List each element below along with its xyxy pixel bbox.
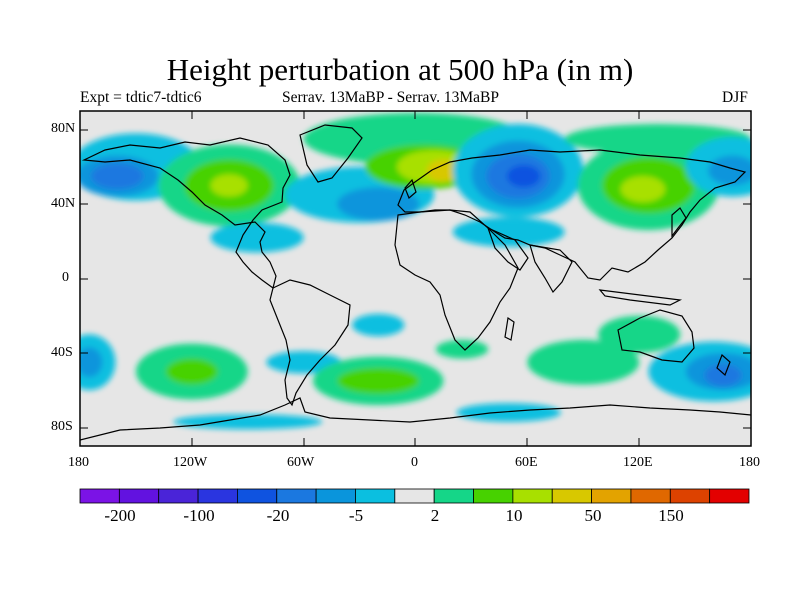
- india-outline: [529, 244, 573, 294]
- positive-anomaly-contour: [337, 367, 420, 394]
- colorbar-label: 50: [584, 506, 602, 525]
- colorbar-swatch: [355, 488, 396, 504]
- colorbar-label: -5: [348, 506, 364, 525]
- lon-tick-180w: 180: [68, 455, 89, 470]
- colorbar-swatch: [197, 488, 238, 504]
- negative-anomaly-contour: [80, 347, 103, 378]
- negative-anomaly-contour: [506, 164, 541, 188]
- north-america-outline: [81, 137, 291, 290]
- positive-anomaly-contour: [620, 176, 666, 203]
- colorbar-swatch: [315, 488, 356, 504]
- lat-tick-0: 0: [62, 270, 69, 285]
- season-label: DJF: [722, 89, 748, 106]
- lon-tick-60e: 60E: [515, 455, 538, 470]
- lon-tick-120e: 120E: [623, 455, 653, 470]
- greenland-outline: [299, 124, 363, 183]
- colorbar-label: -200: [104, 506, 136, 525]
- negative-anomaly-contour: [173, 414, 323, 430]
- lon-tick-0: 0: [411, 455, 418, 470]
- colorbar-swatch: [237, 488, 278, 504]
- colorbar-swatch: [158, 488, 199, 504]
- colorbar-swatch: [118, 488, 160, 504]
- colorbar-label: 10: [505, 506, 523, 525]
- lon-tick-180e: 180: [739, 455, 760, 470]
- madagascar-outline: [504, 316, 515, 341]
- plot-title: Height perturbation at 500 hPa (in m): [166, 52, 634, 87]
- negative-anomaly-contour: [266, 351, 341, 374]
- positive-anomaly-contour: [598, 315, 681, 353]
- indonesia-outline: [598, 289, 683, 306]
- coastlines: [80, 124, 751, 441]
- africa-outline: [394, 209, 519, 351]
- axis-ticks: [80, 111, 751, 446]
- lat-tick-40n: 40N: [51, 196, 76, 211]
- positive-anomaly-contour: [436, 339, 489, 359]
- negative-anomaly-contour: [210, 222, 304, 253]
- lat-tick-40s: 40S: [51, 345, 73, 360]
- positive-anomaly-contour: [426, 159, 461, 182]
- colorbar-swatch: [433, 488, 474, 504]
- negative-anomaly-contour: [352, 313, 405, 337]
- negative-anomaly-contour: [452, 217, 565, 247]
- experiment-label: Expt = tdtic7-tdtic6: [80, 89, 202, 106]
- colorbar-swatch: [630, 488, 671, 504]
- japan-outline: [671, 207, 687, 238]
- arabia-outline: [486, 226, 529, 271]
- colorbar-swatch: [79, 488, 120, 504]
- lat-tick-80s: 80S: [51, 419, 73, 434]
- colorbar-label: -20: [266, 506, 290, 525]
- lon-tick-120w: 120W: [173, 455, 208, 470]
- colorbar-label: -100: [183, 506, 215, 525]
- colorbar-swatch: [512, 488, 553, 504]
- colorbar-swatch: [551, 488, 592, 504]
- negative-anomaly-contour: [708, 155, 751, 186]
- colorbar-label: 150: [658, 506, 684, 525]
- negative-anomaly-contour: [704, 364, 742, 387]
- colorbar-swatch: [591, 488, 632, 504]
- colorbar-label: 2: [430, 506, 440, 525]
- colorbar-swatch: [473, 488, 514, 504]
- lon-tick-60w: 60W: [287, 455, 315, 470]
- antarctica-outline: [80, 397, 751, 441]
- map-panel: [79, 110, 752, 447]
- uk-outline: [404, 178, 417, 200]
- negative-anomaly-contour: [456, 403, 561, 422]
- negative-anomaly-contour: [337, 187, 420, 221]
- colorbar: [79, 488, 750, 504]
- scenario-label: Serrav. 13MaBP - Serrav. 13MaBP: [282, 89, 499, 106]
- positive-anomaly-contour: [527, 339, 640, 385]
- new-zealand-outline: [716, 353, 731, 377]
- positive-anomaly-contour: [165, 358, 218, 385]
- colorbar-swatch: [394, 488, 435, 504]
- australia-outline: [617, 309, 695, 363]
- colorbar-swatch: [669, 488, 711, 504]
- south-america-outline: [269, 279, 351, 407]
- colorbar-swatch: [709, 488, 750, 504]
- colorbar-swatch: [276, 488, 317, 504]
- height-field: [80, 112, 751, 430]
- positive-anomaly-contour: [210, 174, 248, 197]
- lat-tick-80n: 80N: [51, 121, 76, 136]
- negative-anomaly-contour: [91, 163, 144, 190]
